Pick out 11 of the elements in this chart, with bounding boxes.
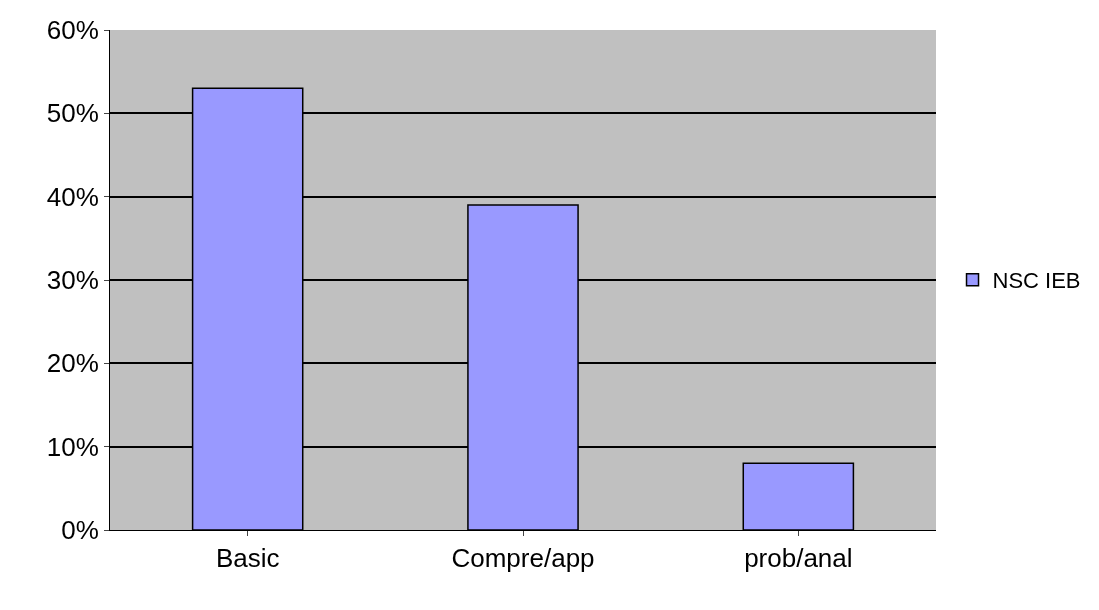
y-tick-label: 40%	[46, 181, 99, 212]
y-tick-label: 50%	[46, 98, 99, 129]
y-tick-label: 20%	[46, 348, 99, 379]
legend-label: NSC IEB	[992, 268, 1081, 294]
y-tick-label: 0%	[61, 515, 99, 546]
x-tick-label: Compre/app	[451, 543, 595, 574]
y-tick-label: 30%	[46, 265, 99, 296]
y-tick-label: 10%	[46, 431, 99, 462]
x-tick-label: Basic	[215, 543, 280, 574]
x-tick-label: prob/anal	[744, 543, 853, 574]
y-tick-label: 60%	[46, 15, 99, 46]
